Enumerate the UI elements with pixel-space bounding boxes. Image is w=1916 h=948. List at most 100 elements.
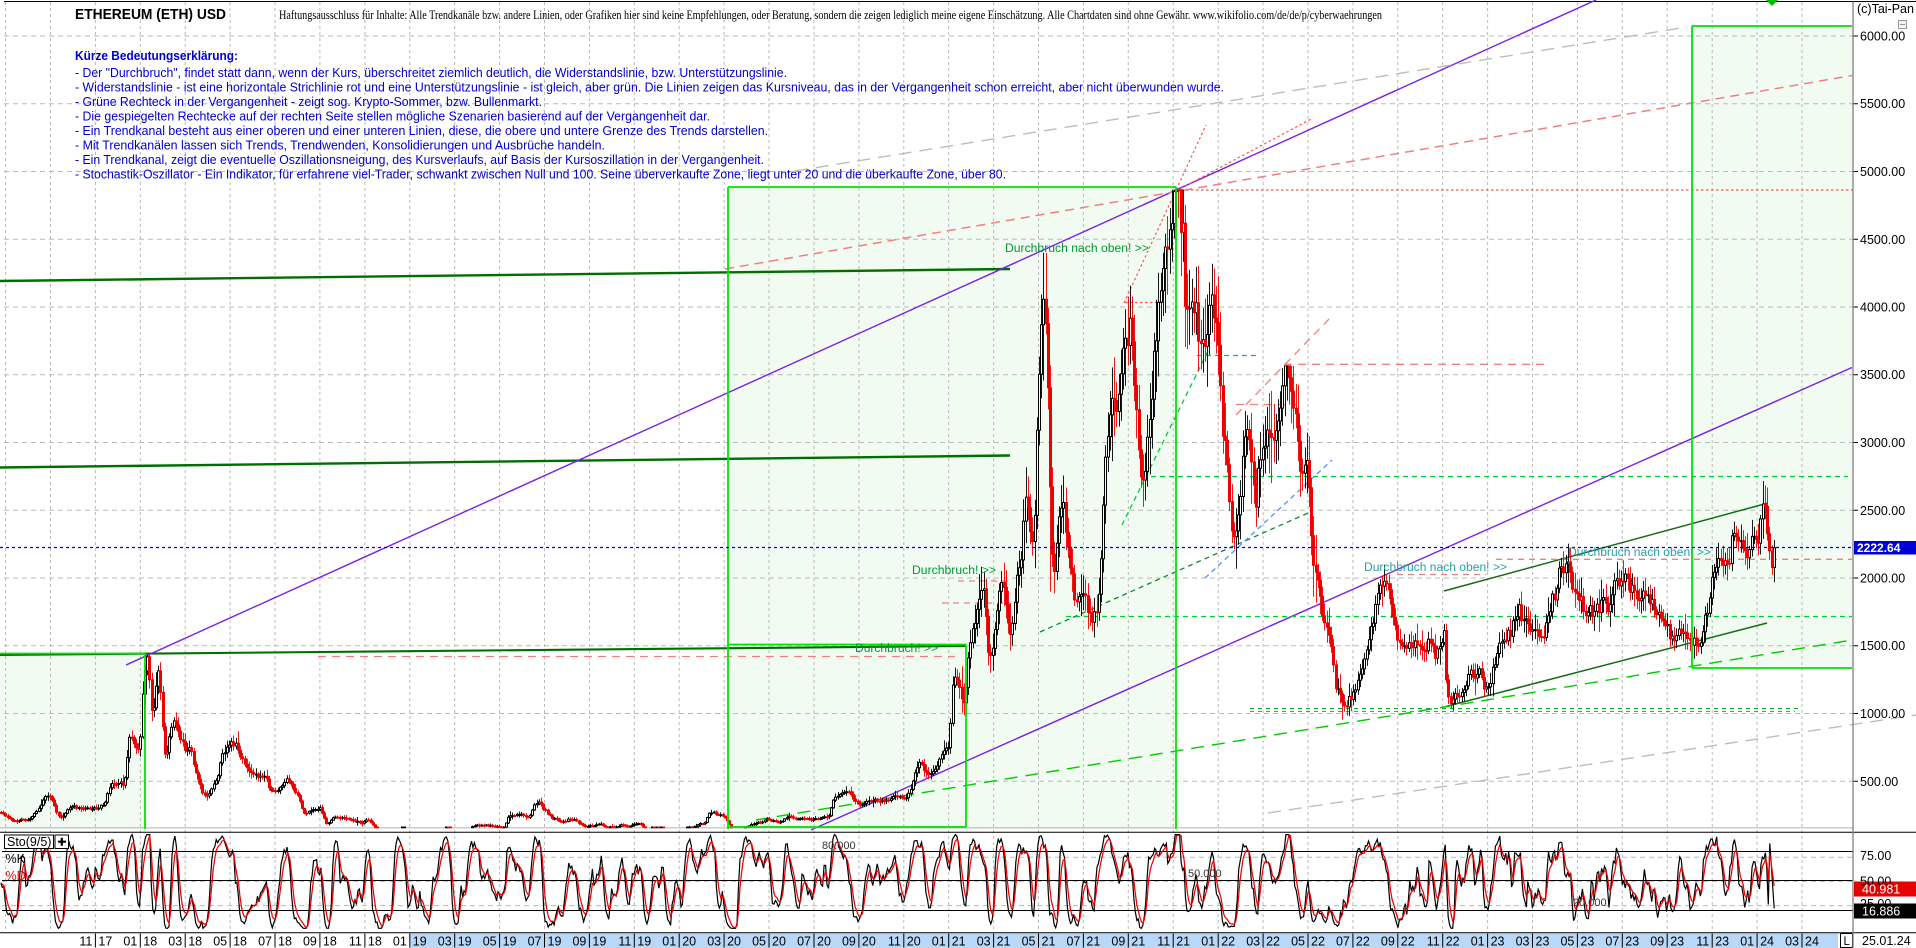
svg-text:09: 09: [303, 935, 317, 948]
svg-text:01: 01: [662, 935, 676, 948]
svg-text:19: 19: [637, 935, 651, 948]
svg-text:22: 22: [1401, 935, 1415, 948]
svg-text:11: 11: [1696, 935, 1709, 948]
svg-text:01: 01: [1471, 935, 1485, 948]
svg-text:ETHEREUM (ETH) USD: ETHEREUM (ETH) USD: [75, 6, 226, 23]
svg-text:23: 23: [1625, 935, 1639, 948]
svg-text:11: 11: [618, 935, 631, 948]
svg-text:03: 03: [168, 935, 182, 948]
svg-text:20: 20: [817, 935, 831, 948]
svg-text:75.00: 75.00: [1860, 849, 1891, 863]
svg-text:25.01.24: 25.01.24: [1862, 934, 1911, 948]
svg-text:20: 20: [727, 935, 741, 948]
svg-text:Kürze Bedeutungserklärung:: Kürze Bedeutungserklärung:: [75, 48, 238, 63]
svg-text:- Der "Durchbruch", findet sta: - Der "Durchbruch", findet statt dann, w…: [75, 66, 787, 80]
svg-text:5500.00: 5500.00: [1860, 97, 1905, 111]
svg-text:21: 21: [1176, 935, 1190, 948]
svg-text:80.000: 80.000: [822, 840, 856, 852]
svg-text:50.00: 50.00: [1860, 875, 1891, 889]
svg-text:20: 20: [682, 935, 696, 948]
svg-text:18: 18: [233, 935, 247, 948]
svg-text:4500.00: 4500.00: [1860, 233, 1905, 247]
svg-text:05: 05: [1022, 935, 1036, 948]
svg-text:09: 09: [1111, 935, 1125, 948]
svg-text:21: 21: [1086, 935, 1100, 948]
svg-text:07: 07: [258, 935, 272, 948]
svg-text:22: 22: [1446, 935, 1460, 948]
svg-text:Durchbruch nach oben! >>: Durchbruch nach oben! >>: [1568, 547, 1711, 559]
svg-text:01: 01: [932, 935, 946, 948]
svg-text:- Die gespiegelten Rechtecke a: - Die gespiegelten Rechtecke auf der rec…: [75, 110, 710, 124]
svg-text:2500.00: 2500.00: [1860, 504, 1905, 518]
svg-text:L: L: [1844, 936, 1851, 948]
svg-text:05: 05: [213, 935, 227, 948]
svg-text:07: 07: [528, 935, 542, 948]
svg-text:09: 09: [1650, 935, 1664, 948]
svg-text:2000.00: 2000.00: [1860, 572, 1905, 586]
svg-text:20: 20: [907, 935, 921, 948]
svg-text:Sto(9/5): Sto(9/5): [7, 835, 51, 849]
svg-text:22: 22: [1266, 935, 1280, 948]
svg-text:18: 18: [323, 935, 337, 948]
svg-text:Durchbruch nach oben! >>: Durchbruch nach oben! >>: [1364, 562, 1507, 574]
svg-text:500.00: 500.00: [1860, 775, 1898, 789]
svg-text:Durchbruch nach oben! >>: Durchbruch nach oben! >>: [1005, 243, 1149, 255]
svg-text:05: 05: [752, 935, 766, 948]
svg-text:4000.00: 4000.00: [1860, 301, 1905, 315]
svg-text:40.981: 40.981: [1862, 883, 1900, 897]
svg-text:18: 18: [143, 935, 157, 948]
svg-text:22: 22: [1221, 935, 1235, 948]
svg-text:22: 22: [1356, 935, 1370, 948]
svg-text:21: 21: [1131, 935, 1145, 948]
svg-text:3000.00: 3000.00: [1860, 436, 1905, 450]
svg-text:%D: %D: [6, 869, 26, 883]
svg-text:05: 05: [483, 935, 497, 948]
svg-text:18: 18: [278, 935, 292, 948]
svg-text:Durchbruch! >>: Durchbruch! >>: [912, 565, 996, 577]
svg-text:23: 23: [1536, 935, 1550, 948]
svg-text:23: 23: [1670, 935, 1684, 948]
svg-text:- Widerstandslinie - ist eine: - Widerstandslinie - ist eine horizontal…: [75, 81, 1224, 95]
svg-text:6000.00: 6000.00: [1860, 30, 1905, 44]
svg-text:- Ein Trendkanal besteht aus e: - Ein Trendkanal besteht aus einer obere…: [75, 124, 768, 138]
svg-text:23: 23: [1491, 935, 1505, 948]
svg-text:09: 09: [1381, 935, 1395, 948]
svg-text:23: 23: [1580, 935, 1594, 948]
svg-text:11: 11: [1427, 935, 1440, 948]
svg-text:01: 01: [123, 935, 137, 948]
svg-text:05: 05: [1560, 935, 1574, 948]
svg-text:11: 11: [349, 935, 362, 948]
svg-text:16.886: 16.886: [1862, 905, 1900, 919]
svg-text:19: 19: [413, 935, 427, 948]
svg-text:24: 24: [1760, 935, 1774, 948]
svg-text:21: 21: [1042, 935, 1056, 948]
svg-text:19: 19: [458, 935, 472, 948]
svg-text:03: 03: [1785, 935, 1799, 948]
svg-text:21: 21: [952, 935, 966, 948]
svg-text:20.000: 20.000: [1573, 897, 1607, 909]
svg-text:07: 07: [1605, 935, 1619, 948]
svg-text:24: 24: [1805, 935, 1819, 948]
svg-text:11: 11: [888, 935, 901, 948]
svg-text:09: 09: [572, 935, 586, 948]
svg-text:2222.64: 2222.64: [1857, 541, 1901, 555]
svg-text:1000.00: 1000.00: [1860, 707, 1905, 721]
svg-text:03: 03: [977, 935, 991, 948]
svg-text:19: 19: [592, 935, 606, 948]
svg-text:22: 22: [1311, 935, 1325, 948]
svg-text:01: 01: [1740, 935, 1754, 948]
svg-text:Durchbruch! >>: Durchbruch! >>: [855, 643, 938, 655]
svg-text:07: 07: [1066, 935, 1080, 948]
svg-text:21: 21: [997, 935, 1011, 948]
svg-text:20: 20: [772, 935, 786, 948]
svg-text:05: 05: [1291, 935, 1305, 948]
svg-text:18: 18: [368, 935, 382, 948]
svg-text:03: 03: [1246, 935, 1260, 948]
svg-text:20: 20: [862, 935, 876, 948]
svg-text:23: 23: [1715, 935, 1729, 948]
svg-text:19: 19: [503, 935, 517, 948]
svg-text:- Grüne Rechteck in der Vergan: - Grüne Rechteck in der Vergangenheit - …: [75, 95, 542, 109]
svg-text:50.000: 50.000: [1188, 868, 1222, 880]
svg-text:1500.00: 1500.00: [1860, 639, 1905, 653]
svg-text:03: 03: [438, 935, 452, 948]
